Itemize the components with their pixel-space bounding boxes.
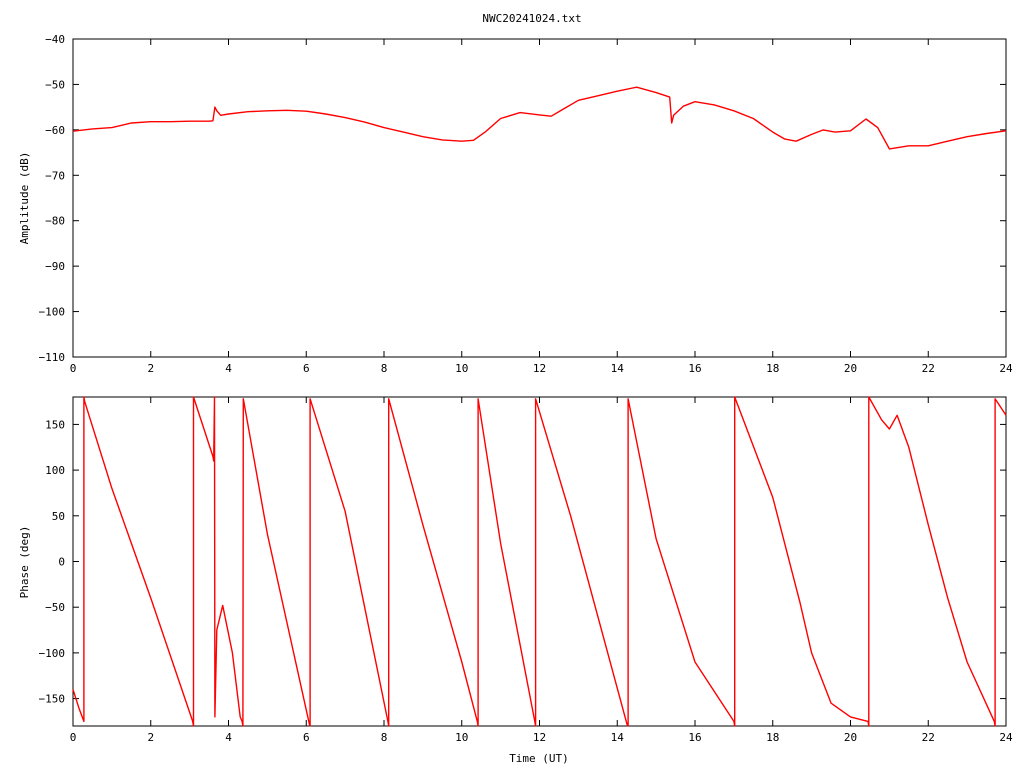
phase-x-tick-label: 4 bbox=[225, 731, 232, 744]
phase-x-tick-label: 0 bbox=[70, 731, 77, 744]
amplitude-x-tick-label: 18 bbox=[766, 362, 779, 375]
phase-y-tick-label: 50 bbox=[52, 510, 65, 523]
phase-y-ticks: 150 100 50 0 −50 −100 −150 bbox=[39, 418, 1006, 706]
amplitude-y-axis-label: Amplitude (dB) bbox=[18, 152, 31, 245]
amplitude-y-tick-label: −100 bbox=[39, 306, 66, 319]
chart-title: NWC20241024.txt bbox=[482, 12, 581, 25]
phase-x-ticks: 0 2 4 6 8 10 12 14 16 18 20 22 24 bbox=[70, 397, 1013, 744]
amplitude-series-line bbox=[72, 86, 1007, 150]
phase-x-tick-label: 8 bbox=[381, 731, 388, 744]
amplitude-y-tick-label: −50 bbox=[45, 78, 65, 91]
phase-x-tick-label: 22 bbox=[922, 731, 935, 744]
phase-x-tick-label: 6 bbox=[303, 731, 310, 744]
amplitude-x-tick-label: 4 bbox=[225, 362, 232, 375]
phase-x-tick-label: 2 bbox=[147, 731, 154, 744]
amplitude-y-tick-label: −40 bbox=[45, 33, 65, 46]
amplitude-y-tick-label: −90 bbox=[45, 260, 65, 273]
amplitude-x-tick-label: 8 bbox=[381, 362, 388, 375]
phase-panel: 0 2 4 6 8 10 12 14 16 18 20 22 24 150100500−50−100−1… bbox=[18, 396, 1013, 765]
amplitude-y-tick-label: −70 bbox=[45, 169, 65, 182]
amplitude-y-tick-label: −110 bbox=[39, 351, 66, 364]
amplitude-y-tick-label: −80 bbox=[45, 215, 65, 228]
phase-x-tick-label: 20 bbox=[844, 731, 857, 744]
phase-y-tick-label: 150 bbox=[45, 418, 65, 431]
phase-x-tick-label: 16 bbox=[688, 731, 701, 744]
phase-plot-frame bbox=[72, 396, 1007, 727]
amplitude-x-tick-label: 10 bbox=[455, 362, 468, 375]
phase-y-tick-label: −150 bbox=[39, 693, 66, 706]
amplitude-x-tick-label: 24 bbox=[999, 362, 1013, 375]
amplitude-x-ticks: 0 2 4 6 8 10 12 14 16 18 20 22 24 bbox=[70, 39, 1013, 375]
amplitude-x-tick-label: 2 bbox=[147, 362, 154, 375]
x-axis-label: Time (UT) bbox=[509, 752, 569, 765]
phase-y-axis-label: Phase (deg) bbox=[18, 526, 31, 599]
amplitude-y-tick-label: −60 bbox=[45, 124, 65, 137]
amplitude-x-tick-label: 16 bbox=[688, 362, 701, 375]
phase-y-tick-label: 0 bbox=[58, 556, 65, 569]
amplitude-x-tick-label: 0 bbox=[70, 362, 77, 375]
phase-y-tick-label: 100 bbox=[45, 464, 65, 477]
amplitude-y-ticks: −40 −50 −60 −70 −80 −90 −100 −110 bbox=[39, 33, 1006, 364]
amplitude-x-tick-label: 14 bbox=[611, 362, 625, 375]
phase-x-tick-label: 12 bbox=[533, 731, 546, 744]
amplitude-x-tick-label: 20 bbox=[844, 362, 857, 375]
amplitude-x-tick-label: 22 bbox=[922, 362, 935, 375]
amplitude-x-tick-label: 6 bbox=[303, 362, 310, 375]
phase-y-tick-label: −100 bbox=[39, 647, 66, 660]
amplitude-x-tick-label: 12 bbox=[533, 362, 546, 375]
amplitude-panel: 0 2 4 6 8 10 12 14 16 18 20 22 24 −40−50−60−70−80−90… bbox=[18, 33, 1013, 375]
amplitude-plot-frame bbox=[72, 38, 1007, 358]
phase-x-tick-label: 10 bbox=[455, 731, 468, 744]
phase-x-tick-label: 24 bbox=[999, 731, 1013, 744]
phase-x-tick-label: 18 bbox=[766, 731, 779, 744]
phase-y-tick-label: −50 bbox=[45, 601, 65, 614]
phase-x-tick-label: 14 bbox=[611, 731, 625, 744]
phase-series-line bbox=[72, 396, 1007, 727]
